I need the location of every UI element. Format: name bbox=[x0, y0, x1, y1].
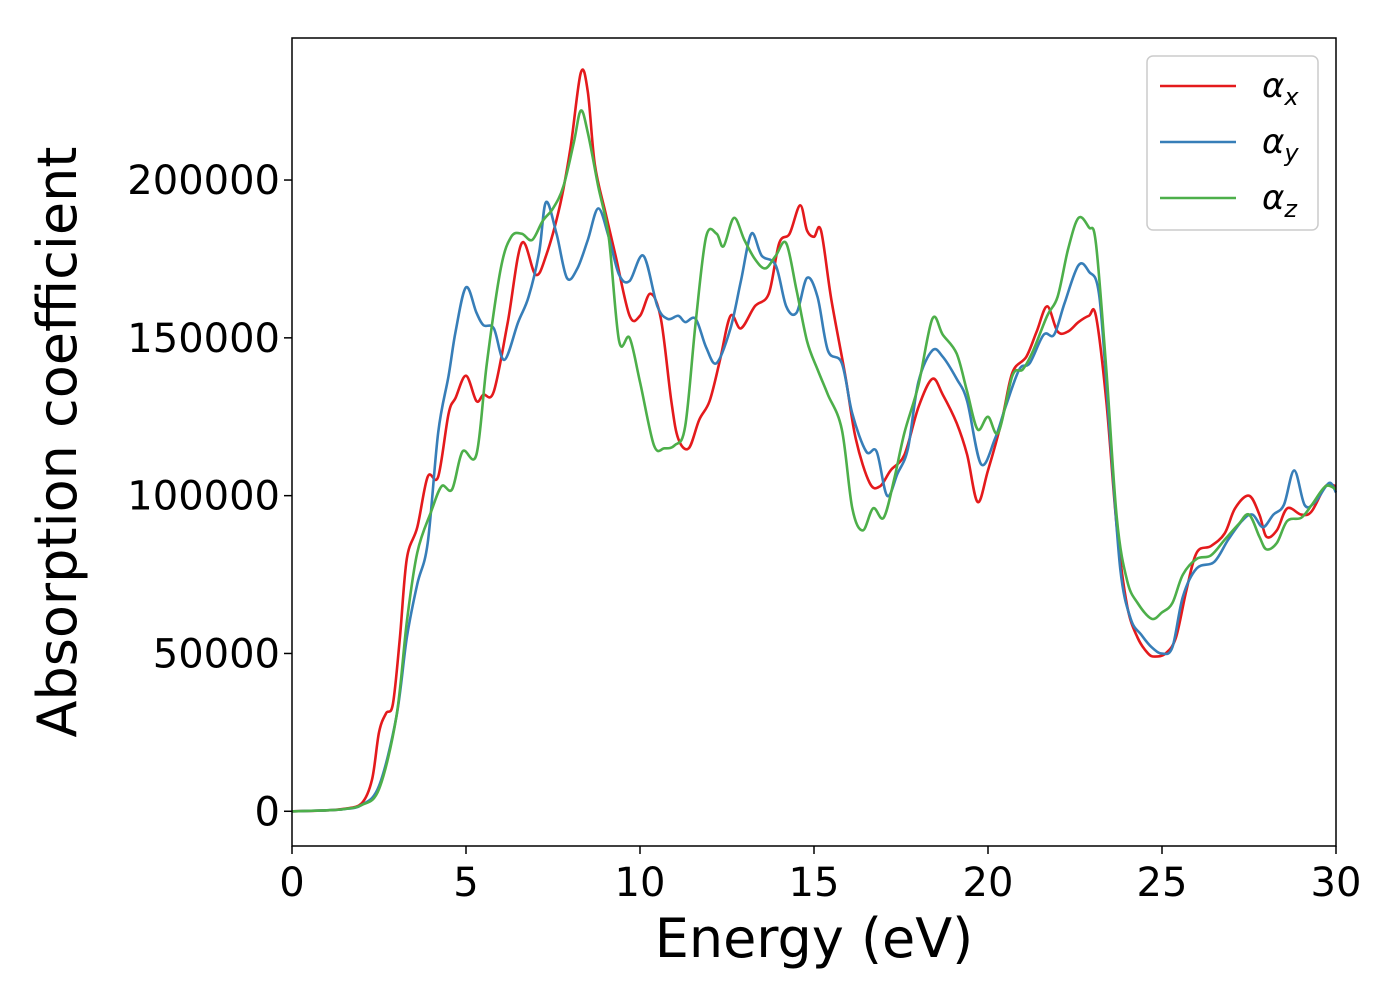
y-tick-label: 50000 bbox=[153, 631, 280, 677]
x-tick-label: 30 bbox=[1311, 860, 1362, 906]
legend-label-alpha-z: αz bbox=[1262, 178, 1298, 223]
y-axis-title: Absorption coefficient bbox=[26, 147, 89, 738]
series-line-alpha-z bbox=[291, 109, 1337, 813]
x-tick-label: 10 bbox=[615, 860, 666, 906]
x-tick-label: 15 bbox=[789, 860, 840, 906]
series-line-alpha-y bbox=[291, 200, 1338, 813]
y-tick-label: 200000 bbox=[127, 158, 280, 204]
y-axis: 0 50000 100000 150000 200000 bbox=[127, 158, 292, 835]
y-tick-label: 150000 bbox=[127, 316, 280, 362]
x-tick-label: 5 bbox=[453, 860, 478, 906]
legend-label-alpha-y: αy bbox=[1262, 122, 1299, 167]
x-axis: 0 5 10 15 20 25 30 bbox=[279, 846, 1361, 906]
legend-label-alpha-x: αx bbox=[1262, 66, 1299, 111]
y-tick-label: 100000 bbox=[127, 474, 280, 520]
series-layer bbox=[291, 68, 1338, 813]
y-tick-label: 0 bbox=[255, 789, 280, 835]
series-line-alpha-x bbox=[291, 68, 1337, 813]
x-tick-label: 20 bbox=[963, 860, 1014, 906]
x-tick-label: 25 bbox=[1137, 860, 1188, 906]
legend: αx αy αz bbox=[1146, 55, 1319, 231]
x-tick-label: 0 bbox=[279, 860, 304, 906]
x-axis-title: Energy (eV) bbox=[655, 907, 974, 970]
